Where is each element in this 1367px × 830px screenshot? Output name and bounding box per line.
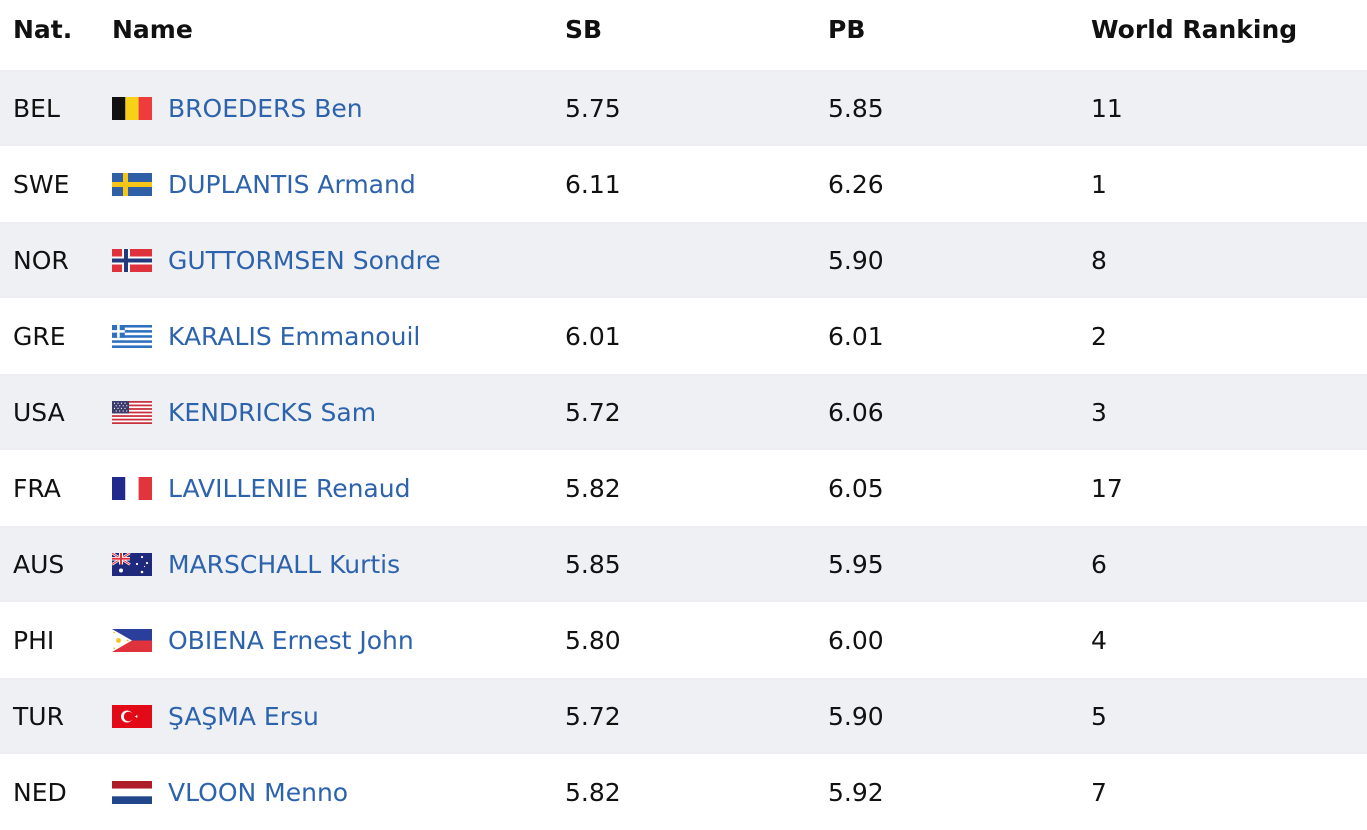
personal-best: 6.26 <box>828 169 884 199</box>
nat-code: NED <box>13 777 67 807</box>
athlete-cell: BROEDERS Ben <box>112 70 363 146</box>
netherlands-flag-icon <box>112 780 152 804</box>
personal-best: 5.90 <box>828 245 884 275</box>
header-nat: Nat. <box>13 14 73 44</box>
season-best: 5.75 <box>565 93 621 123</box>
athlete-name-link[interactable]: GUTTORMSEN Sondre <box>168 245 441 275</box>
athlete-cell: DUPLANTIS Armand <box>112 146 416 222</box>
season-best: 6.01 <box>565 321 621 351</box>
table-row: SWE DUPLANTIS Armand 6.11 6.26 1 <box>0 146 1367 222</box>
world-ranking: 1 <box>1091 169 1107 199</box>
nat-code: GRE <box>13 321 66 351</box>
philippines-flag-icon <box>112 628 152 652</box>
australia-flag-icon <box>111 551 152 576</box>
season-best: 5.72 <box>565 701 621 731</box>
usa-flag-icon <box>112 400 152 424</box>
athlete-name-link[interactable]: LAVILLENIE Renaud <box>168 473 411 503</box>
athlete-name-link[interactable]: VLOON Menno <box>168 777 349 807</box>
athlete-cell: VLOON Menno <box>112 754 348 830</box>
athlete-name-link[interactable]: MARSCHALL Kurtis <box>168 549 401 579</box>
nat-code: TUR <box>13 701 64 731</box>
greece-flag-icon <box>112 324 152 348</box>
table-row: FRA LAVILLENIE Renaud 5.82 6.05 17 <box>0 450 1367 526</box>
world-ranking: 6 <box>1091 549 1107 579</box>
season-best: 6.11 <box>565 169 621 199</box>
table-row: TUR ŞAŞMA Ersu 5.72 5.90 5 <box>0 678 1367 754</box>
athlete-name-link[interactable]: DUPLANTIS Armand <box>168 169 416 199</box>
world-ranking: 3 <box>1091 397 1107 427</box>
season-best: 5.72 <box>565 397 621 427</box>
nat-code: BEL <box>13 93 60 123</box>
table-row: NOR GUTTORMSEN Sondre 5.90 8 <box>0 222 1367 298</box>
world-ranking: 4 <box>1091 625 1107 655</box>
header-sb: SB <box>565 14 603 44</box>
sweden-flag-icon <box>112 172 152 196</box>
personal-best: 5.95 <box>828 549 884 579</box>
season-best: 5.82 <box>565 777 621 807</box>
turkey-flag-icon <box>112 704 152 728</box>
athlete-name-link[interactable]: KENDRICKS Sam <box>168 397 377 427</box>
nat-code: NOR <box>13 245 69 275</box>
table-row: BEL BROEDERS Ben 5.75 5.85 11 <box>0 70 1367 146</box>
athlete-cell: MARSCHALL Kurtis <box>111 526 401 602</box>
athlete-cell: GUTTORMSEN Sondre <box>112 222 441 298</box>
belgium-flag-icon <box>112 96 152 120</box>
athlete-cell: KARALIS Emmanouil <box>112 298 420 374</box>
personal-best: 5.90 <box>828 701 884 731</box>
table-row: PHI OBIENA Ernest John 5.80 6.00 4 <box>0 602 1367 678</box>
personal-best: 5.85 <box>828 93 884 123</box>
athlete-name-link[interactable]: KARALIS Emmanouil <box>168 321 421 351</box>
nat-code: FRA <box>13 473 61 503</box>
world-ranking: 5 <box>1091 701 1107 731</box>
norway-flag-icon <box>112 248 152 272</box>
athlete-cell: ŞAŞMA Ersu <box>112 678 319 754</box>
table-row: GRE KARALIS Emmanouil 6.01 6.01 2 <box>0 298 1367 374</box>
season-best: 5.85 <box>565 549 621 579</box>
nat-code: SWE <box>13 169 70 199</box>
athlete-cell: KENDRICKS Sam <box>112 374 376 450</box>
personal-best: 6.05 <box>828 473 884 503</box>
athlete-name-link[interactable]: BROEDERS Ben <box>168 93 363 123</box>
world-ranking: 2 <box>1091 321 1107 351</box>
france-flag-icon <box>112 476 152 500</box>
nat-code: AUS <box>13 549 65 579</box>
world-ranking: 8 <box>1091 245 1107 275</box>
world-ranking: 11 <box>1091 93 1123 123</box>
nat-code: USA <box>13 397 65 427</box>
table-row: AUS <box>0 526 1367 602</box>
personal-best: 6.06 <box>828 397 884 427</box>
header-pb: PB <box>828 14 866 44</box>
athlete-name-link[interactable]: ŞAŞMA Ersu <box>168 701 319 731</box>
world-ranking: 17 <box>1091 473 1123 503</box>
header-world-ranking: World Ranking <box>1091 14 1298 44</box>
season-best: 5.82 <box>565 473 621 503</box>
personal-best: 5.92 <box>828 777 884 807</box>
world-ranking: 7 <box>1091 777 1107 807</box>
nat-code: PHI <box>13 625 55 655</box>
table-row: USA KENDRICKS <box>0 374 1367 450</box>
personal-best: 6.01 <box>828 321 884 351</box>
header-name: Name <box>112 14 193 44</box>
athlete-cell: LAVILLENIE Renaud <box>112 450 410 526</box>
athlete-name-link[interactable]: OBIENA Ernest John <box>168 625 414 655</box>
season-best: 5.80 <box>565 625 621 655</box>
athlete-cell: OBIENA Ernest John <box>112 602 414 678</box>
table-header: Nat. Name SB PB World Ranking <box>0 0 1367 70</box>
table-row: NED VLOON Menno 5.82 5.92 7 <box>0 754 1367 830</box>
personal-best: 6.00 <box>828 625 884 655</box>
